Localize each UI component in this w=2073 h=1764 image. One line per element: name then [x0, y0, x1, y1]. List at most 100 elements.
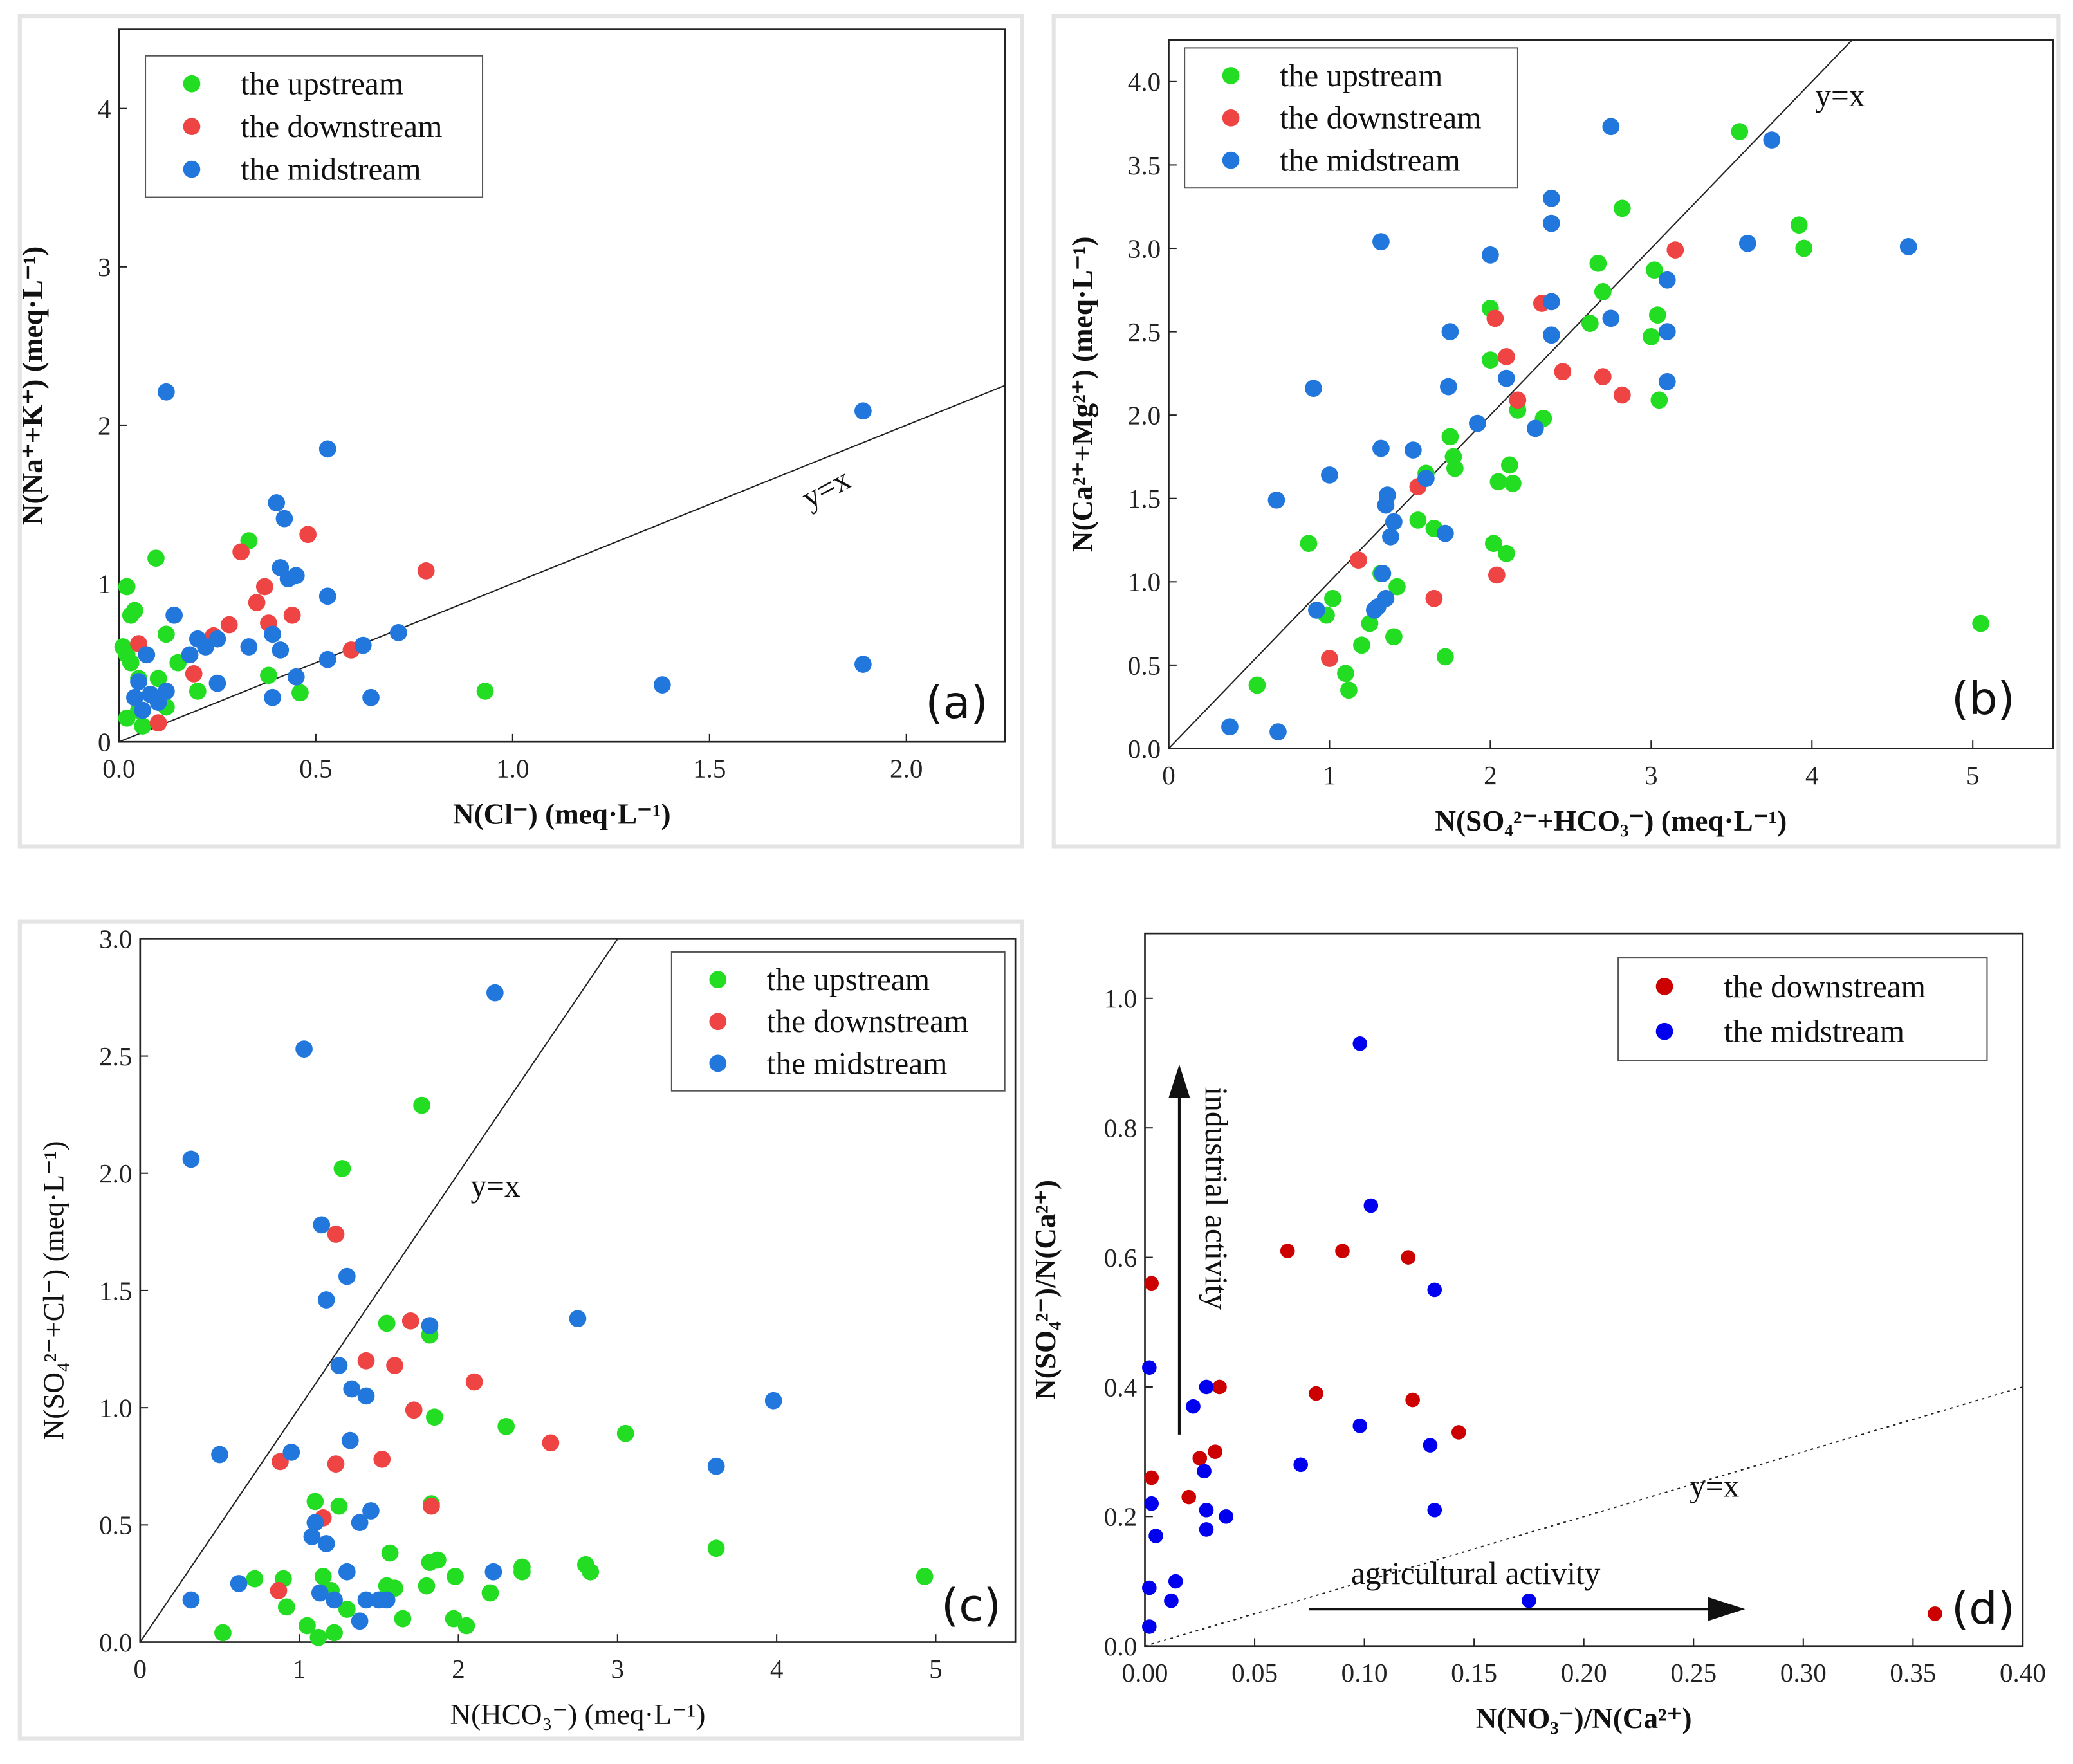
data-point: [1738, 234, 1756, 252]
series-the-downstream: [130, 526, 435, 732]
data-point: [653, 676, 671, 694]
data-point: [333, 1160, 351, 1177]
data-point: [130, 673, 147, 691]
data-point: [1337, 665, 1354, 683]
data-point: [1795, 239, 1813, 257]
x-tick-label: 0: [134, 1654, 147, 1684]
data-point: [1267, 491, 1285, 509]
data-point: [264, 688, 281, 706]
data-point: [1446, 459, 1464, 477]
data-point: [122, 654, 140, 672]
series-the-upstream: [214, 1096, 934, 1646]
x-tick-label: 0.0: [102, 754, 135, 784]
data-point: [1340, 681, 1358, 699]
y-tick-label: 0.8: [1104, 1114, 1137, 1143]
data-point: [1642, 327, 1660, 345]
y-axis-title: N(Ca²⁺+Mg²⁺) (meq·L⁻¹): [1066, 236, 1098, 552]
data-point: [426, 1408, 443, 1426]
legend-label: the upstream: [1280, 58, 1442, 93]
data-point: [283, 606, 301, 624]
y-tick-label: 3: [98, 252, 111, 282]
data-point: [405, 1401, 423, 1419]
y-equals-x-line: [1168, 40, 1854, 749]
data-point: [313, 1216, 331, 1234]
data-point: [343, 1380, 361, 1398]
legend-marker: [1222, 109, 1240, 127]
data-point: [1280, 1244, 1295, 1258]
series-the-upstream: [114, 532, 494, 735]
data-point: [1437, 524, 1454, 542]
data-point: [1335, 1244, 1350, 1258]
panel-d: 0.00 0.05 0.10 0.15 0.20 0.25 0.30 0.35 0.40 0.0 0…: [1029, 932, 2046, 1734]
x-tick-label: 0.35: [1890, 1658, 1936, 1687]
data-point: [378, 1591, 396, 1609]
plot-area: [1168, 39, 2054, 749]
data-point: [486, 984, 504, 1002]
data-point: [327, 1455, 345, 1473]
data-point: [421, 1317, 439, 1334]
data-point: [1382, 528, 1399, 546]
y-tick-label: 4: [98, 94, 111, 124]
legend-box: [1617, 957, 1988, 1061]
y-equals-x-line: [1145, 1386, 2023, 1646]
y-tick-label: 3.0: [1128, 234, 1161, 263]
legend-label: the upstream: [241, 66, 403, 102]
panel-label: (c): [941, 1580, 1001, 1632]
data-point: [386, 1357, 403, 1374]
data-point: [1352, 1036, 1368, 1051]
data-point: [1440, 378, 1457, 396]
data-point: [616, 1424, 634, 1442]
y-tick-label: 1.0: [1128, 567, 1161, 597]
industrial-activity-label: industrial activity: [1199, 1087, 1234, 1310]
legend-marker: [183, 75, 201, 93]
data-point: [182, 1150, 200, 1168]
y-tick-label: 0.0: [1104, 1631, 1137, 1661]
data-point: [1142, 1580, 1157, 1595]
data-point: [354, 636, 372, 654]
legend-marker: [183, 160, 201, 178]
data-point: [1385, 513, 1403, 531]
legend: the upstream the downstream the midstream: [1184, 47, 1518, 189]
data-point: [330, 1357, 348, 1374]
legend-label: the downstream: [241, 109, 442, 144]
data-point: [1658, 271, 1676, 289]
data-point: [1658, 372, 1676, 390]
data-point: [1469, 414, 1486, 432]
data-point: [309, 1628, 327, 1646]
panel-label: (b): [1951, 673, 2015, 725]
data-point: [299, 1617, 316, 1635]
x-tick-label: 0.40: [2000, 1658, 2046, 1687]
x-tick-label: 5: [1966, 760, 1980, 790]
data-point: [1208, 1444, 1222, 1459]
y-tick-label: 1.5: [1128, 484, 1161, 513]
x-axis-title: N(Cl⁻) (meq·L⁻¹): [453, 798, 671, 831]
x-tick-label: 0.05: [1231, 1658, 1278, 1687]
data-point: [277, 1598, 295, 1616]
data-point: [1199, 1379, 1214, 1395]
data-point: [1144, 1496, 1159, 1511]
y-axis-title: N(Na⁺+K⁺) (meq·L⁻¹): [17, 246, 49, 525]
data-point: [1509, 391, 1527, 409]
y-tick-label: 1: [98, 569, 111, 598]
data-point: [211, 1446, 228, 1464]
data-point: [569, 1310, 587, 1328]
legend-marker: [1655, 1022, 1673, 1040]
series-the-upstream: [1248, 123, 1990, 699]
y-tick-label: 0.0: [99, 1628, 132, 1657]
data-point: [1763, 131, 1781, 149]
data-point: [854, 656, 872, 673]
data-point: [1554, 363, 1572, 381]
data-point: [306, 1493, 324, 1511]
x-tick-label: 0: [1162, 760, 1175, 790]
data-point: [1321, 650, 1338, 667]
data-point: [232, 543, 250, 561]
data-point: [1417, 470, 1435, 487]
x-tick-label: 2.0: [890, 754, 923, 784]
data-point: [1405, 441, 1422, 459]
y-tick-label: 4.0: [1128, 67, 1161, 96]
data-point: [311, 1584, 329, 1602]
legend-marker: [1655, 977, 1673, 995]
data-point: [484, 1563, 502, 1581]
data-point: [357, 1591, 375, 1609]
